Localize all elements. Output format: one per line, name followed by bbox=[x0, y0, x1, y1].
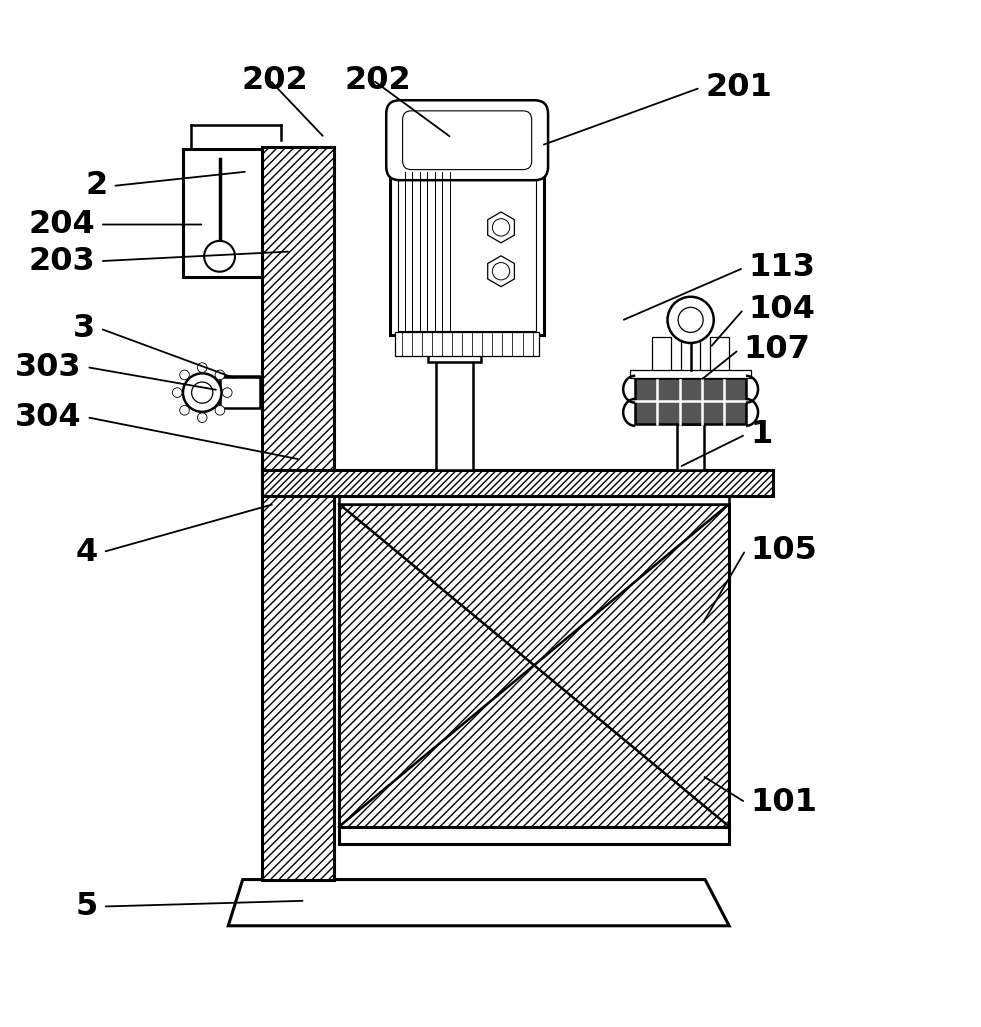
Text: 203: 203 bbox=[28, 245, 95, 276]
Circle shape bbox=[667, 297, 714, 343]
Polygon shape bbox=[488, 212, 514, 242]
FancyBboxPatch shape bbox=[387, 101, 548, 180]
Bar bbox=[339, 492, 729, 504]
Bar bbox=[339, 504, 729, 827]
Text: 104: 104 bbox=[749, 294, 815, 325]
Bar bbox=[183, 149, 262, 277]
Text: 5: 5 bbox=[76, 891, 98, 922]
Bar bbox=[681, 337, 700, 378]
Bar bbox=[677, 424, 704, 470]
Circle shape bbox=[204, 241, 235, 272]
Polygon shape bbox=[488, 256, 514, 287]
Bar bbox=[652, 337, 671, 378]
Text: 201: 201 bbox=[705, 72, 772, 104]
Circle shape bbox=[183, 374, 222, 412]
Text: 113: 113 bbox=[749, 253, 815, 283]
Text: 1: 1 bbox=[750, 419, 773, 450]
Bar bbox=[428, 335, 481, 363]
Circle shape bbox=[173, 388, 182, 397]
Text: 304: 304 bbox=[15, 402, 81, 432]
Bar bbox=[220, 377, 260, 408]
Text: 204: 204 bbox=[28, 210, 95, 240]
Text: 202: 202 bbox=[241, 65, 308, 96]
Circle shape bbox=[197, 413, 207, 422]
Bar bbox=[636, 378, 746, 424]
Text: 107: 107 bbox=[744, 334, 810, 366]
Text: 105: 105 bbox=[750, 535, 817, 566]
Text: 303: 303 bbox=[16, 351, 81, 383]
Circle shape bbox=[197, 363, 207, 373]
FancyBboxPatch shape bbox=[402, 111, 532, 169]
Bar bbox=[339, 827, 729, 844]
Text: 3: 3 bbox=[74, 313, 95, 344]
Bar bbox=[710, 337, 729, 378]
Circle shape bbox=[191, 382, 213, 404]
Bar bbox=[681, 492, 705, 496]
Text: 4: 4 bbox=[76, 536, 98, 568]
Circle shape bbox=[223, 388, 232, 397]
Bar bbox=[397, 170, 537, 332]
Text: 2: 2 bbox=[85, 170, 108, 201]
Bar bbox=[437, 357, 473, 470]
Bar bbox=[262, 148, 335, 879]
Circle shape bbox=[678, 307, 703, 333]
Bar bbox=[262, 470, 772, 496]
Polygon shape bbox=[335, 492, 758, 496]
Circle shape bbox=[215, 406, 225, 415]
Text: 101: 101 bbox=[750, 787, 817, 817]
Bar bbox=[631, 370, 750, 378]
Text: 202: 202 bbox=[344, 65, 411, 96]
Circle shape bbox=[492, 219, 510, 236]
Circle shape bbox=[215, 370, 225, 380]
Circle shape bbox=[492, 263, 510, 280]
Bar bbox=[395, 333, 540, 356]
Polygon shape bbox=[229, 879, 729, 925]
Circle shape bbox=[180, 406, 189, 415]
Bar bbox=[390, 166, 544, 335]
Circle shape bbox=[180, 370, 189, 380]
